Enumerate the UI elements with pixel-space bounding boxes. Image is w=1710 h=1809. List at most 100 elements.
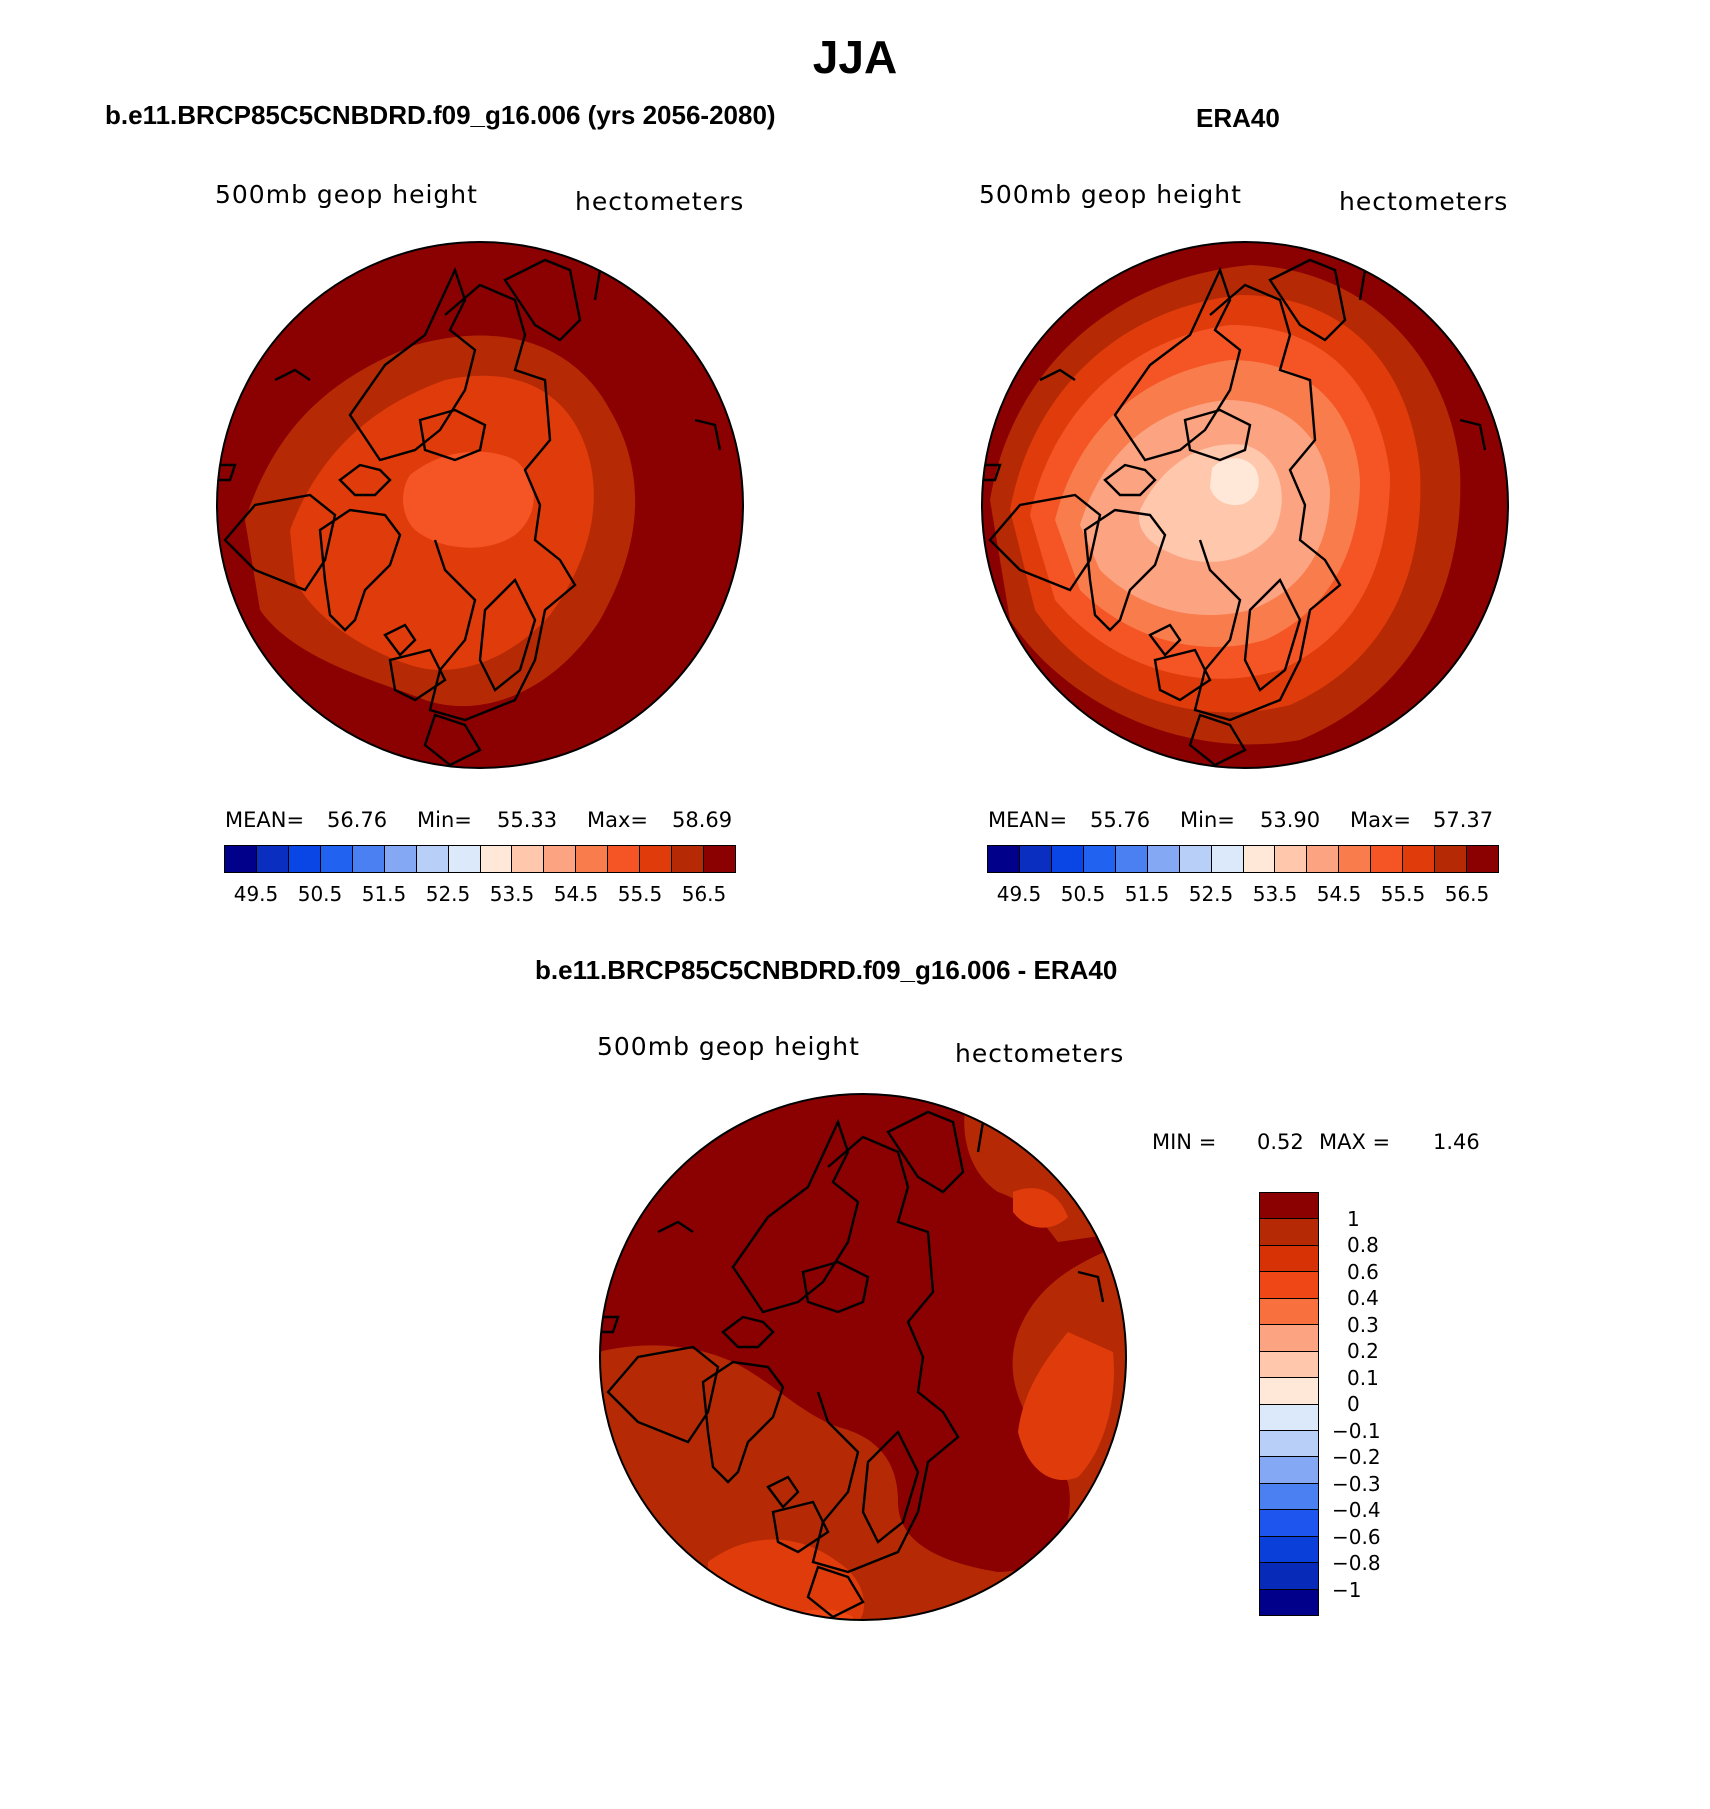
colorbar-tick-label: 54.5	[553, 882, 599, 906]
colorbar-swatch	[1260, 1536, 1318, 1564]
diff-min-value: 0.52	[1257, 1130, 1304, 1154]
colorbar-tick-label: 51.5	[361, 882, 407, 906]
colorbar-swatch	[988, 846, 1020, 872]
colorbar-swatch	[225, 846, 257, 872]
colorbar-swatch	[1147, 846, 1180, 872]
colorbar-tick-label: 49.5	[233, 882, 279, 906]
colorbar-tick-label: 50.5	[1060, 882, 1106, 906]
colorbar-swatch	[1435, 846, 1468, 872]
colorbar-swatch	[320, 846, 353, 872]
colorbar-tick-label: 53.5	[1252, 882, 1298, 906]
diff-colorbar	[1259, 1192, 1319, 1616]
colorbar-tick-label: 55.5	[617, 882, 663, 906]
model-max-value: 58.69	[672, 808, 733, 832]
colorbar-swatch	[1275, 846, 1308, 872]
colorbar-swatch	[1403, 846, 1436, 872]
colorbar-swatch	[1260, 1325, 1318, 1352]
colorbar-swatch	[1307, 846, 1340, 872]
model-mean-value: 56.76	[327, 808, 388, 832]
colorbar-tick-label: 55.5	[1380, 882, 1426, 906]
diff-max-value: 1.46	[1433, 1130, 1480, 1154]
colorbar-swatch	[1260, 1589, 1318, 1615]
colorbar-swatch	[1260, 1351, 1318, 1379]
colorbar-swatch	[1260, 1193, 1318, 1220]
colorbar-tick-label: 0.8	[1347, 1233, 1379, 1257]
colorbar-swatch	[1260, 1483, 1318, 1511]
colorbar-tick-label: 0.4	[1347, 1286, 1379, 1310]
model-polar-map	[216, 241, 744, 769]
colorbar-swatch	[1260, 1378, 1318, 1405]
colorbar-swatch	[1083, 846, 1116, 872]
obs-units-label: hectometers	[1339, 187, 1509, 216]
colorbar-tick-label: 53.5	[489, 882, 535, 906]
colorbar-swatch	[256, 846, 289, 872]
colorbar-swatch	[704, 846, 735, 872]
colorbar-swatch	[1260, 1430, 1318, 1458]
colorbar-swatch	[1371, 846, 1404, 872]
obs-colorbar	[987, 845, 1499, 873]
obs-min-value: 53.90	[1260, 808, 1321, 832]
colorbar-tick-label: 56.5	[1444, 882, 1490, 906]
model-units-label: hectometers	[575, 187, 745, 216]
colorbar-tick-label: 52.5	[425, 882, 471, 906]
colorbar-tick-label: 54.5	[1316, 882, 1362, 906]
obs-min-label: Min=	[1180, 808, 1235, 832]
model-min-value: 55.33	[497, 808, 558, 832]
colorbar-swatch	[1260, 1219, 1318, 1246]
model-max-label: Max=	[587, 808, 649, 832]
diff-variable-label: 500mb geop height	[597, 1032, 860, 1061]
colorbar-tick-label: −0.2	[1332, 1445, 1381, 1469]
colorbar-swatch	[384, 846, 417, 872]
colorbar-swatch	[512, 846, 545, 872]
colorbar-tick-label: 0	[1347, 1392, 1360, 1416]
colorbar-swatch	[1211, 846, 1244, 872]
obs-mean-label: MEAN=	[988, 808, 1068, 832]
colorbar-swatch	[1260, 1563, 1318, 1590]
colorbar-swatch	[480, 846, 513, 872]
colorbar-tick-label: −0.3	[1332, 1471, 1381, 1496]
colorbar-swatch	[608, 846, 641, 872]
model-min-label: Min=	[417, 808, 472, 832]
colorbar-tick-label: −0.1	[1332, 1418, 1381, 1443]
colorbar-swatch	[288, 846, 321, 872]
colorbar-tick-label: −1	[1332, 1577, 1362, 1602]
colorbar-tick-label: −0.8	[1332, 1551, 1381, 1575]
colorbar-swatch	[1260, 1457, 1318, 1484]
figure-title: JJA	[812, 31, 898, 83]
colorbar-swatch	[1243, 846, 1276, 872]
obs-polar-map	[981, 241, 1509, 769]
model-variable-label: 500mb geop height	[215, 180, 478, 209]
diff-min-label: MIN =	[1152, 1130, 1217, 1154]
obs-mean-value: 55.76	[1090, 808, 1151, 832]
model-colorbar	[224, 845, 736, 873]
colorbar-swatch	[1260, 1272, 1318, 1299]
colorbar-swatch	[640, 846, 673, 872]
colorbar-swatch	[1339, 846, 1372, 872]
diff-units-label: hectometers	[955, 1039, 1125, 1068]
obs-max-value: 57.37	[1433, 808, 1494, 832]
colorbar-tick-label: 1	[1347, 1206, 1360, 1231]
colorbar-swatch	[1260, 1245, 1318, 1273]
diff-panel-title: b.e11.BRCP85C5CNBDRD.f09_g16.006 - ERA40	[535, 955, 1118, 985]
colorbar-tick-label: 0.6	[1347, 1259, 1379, 1284]
colorbar-swatch	[1260, 1404, 1318, 1431]
colorbar-swatch	[416, 846, 449, 872]
colorbar-swatch	[352, 846, 385, 872]
obs-panel-title: ERA40	[1196, 103, 1280, 133]
colorbar-tick-label: −0.4	[1332, 1498, 1381, 1522]
colorbar-tick-label: 49.5	[996, 882, 1042, 906]
colorbar-tick-label: 0.1	[1347, 1365, 1379, 1390]
colorbar-swatch	[1019, 846, 1052, 872]
obs-variable-label: 500mb geop height	[979, 180, 1242, 209]
colorbar-tick-label: 0.2	[1347, 1339, 1379, 1363]
model-panel-title: b.e11.BRCP85C5CNBDRD.f09_g16.006 (yrs 20…	[105, 100, 776, 130]
colorbar-swatch	[448, 846, 481, 872]
colorbar-tick-label: −0.6	[1332, 1524, 1381, 1549]
diff-polar-map	[599, 1093, 1127, 1621]
model-mean-label: MEAN=	[225, 808, 305, 832]
colorbar-swatch	[1260, 1510, 1318, 1537]
colorbar-swatch	[576, 846, 609, 872]
colorbar-swatch	[1051, 846, 1084, 872]
colorbar-tick-label: 51.5	[1124, 882, 1170, 906]
colorbar-tick-label: 52.5	[1188, 882, 1234, 906]
